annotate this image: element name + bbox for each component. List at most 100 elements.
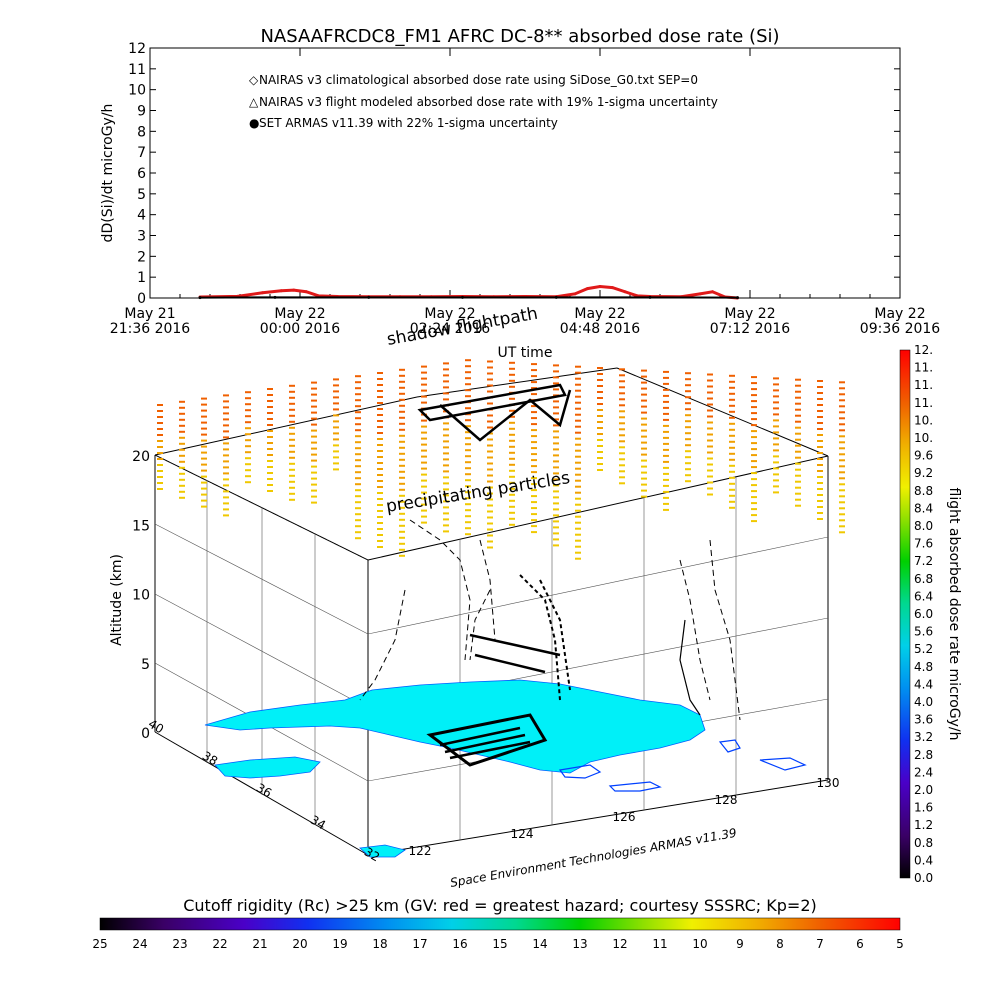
legend-label-flight-modeled: NAIRAS v3 flight modeled absorbed dose r… <box>259 95 718 109</box>
cutoff-rigidity-colorbar-tick: 13 <box>572 937 587 951</box>
longitude-ticks: 122 124 126 128 130 <box>409 776 840 858</box>
x-tick-label-time: 09:36 2016 <box>860 321 941 337</box>
dose-rate-colorbar-tick: 6.4 <box>914 589 933 603</box>
cutoff-rigidity-colorbar-tick: 23 <box>172 937 187 951</box>
longitude-tick-label: 124 <box>511 827 534 841</box>
dose-rate-colorbar-tick: 9.6 <box>914 449 933 463</box>
longitude-tick-label: 126 <box>613 810 636 824</box>
dose-rate-colorbar-tick: 3.6 <box>914 713 933 727</box>
cutoff-rigidity-colorbar-tick: 17 <box>412 937 427 951</box>
dose-rate-columns <box>157 359 845 560</box>
top-edge-left <box>154 396 418 456</box>
longitude-tick-label: 130 <box>817 776 840 790</box>
dose-rate-colorbar-tick: 12. <box>914 343 933 357</box>
latitude-tick-label: 40 <box>146 717 166 737</box>
top-series-group <box>198 285 739 300</box>
y-tick-label: 3 <box>137 229 146 245</box>
dose-rate-colorbar-label: flight absorbed dose rate microGy/h <box>946 488 962 741</box>
altitude-tick-label: 15 <box>132 518 150 534</box>
y-tick-label: 9 <box>137 104 146 120</box>
x-tick-label-date: May 22 <box>724 306 775 322</box>
altitude-tick-label: 10 <box>132 588 150 604</box>
cutoff-rigidity-colorbar-tick: 20 <box>292 937 307 951</box>
cutoff-rigidity-colorbar-tick: 8 <box>776 937 784 951</box>
dose-rate-colorbar-tick: 6.0 <box>914 607 933 621</box>
shadow-flightpath-track <box>417 383 567 422</box>
latitude-tick-label: 36 <box>254 781 274 801</box>
latitude-tick-label: 32 <box>362 845 382 865</box>
cutoff-rigidity-colorbar-tick: 19 <box>332 937 347 951</box>
dose-rate-colorbar-tick: 7.2 <box>914 554 933 568</box>
series-point <box>292 288 296 292</box>
dose-rate-colorbar-tick: 8.0 <box>914 519 933 533</box>
series-point <box>573 292 577 296</box>
y-tick-label: 5 <box>137 187 146 203</box>
cutoff-rigidity-label: Cutoff rigidity (Rc) >25 km (GV: red = g… <box>183 896 817 915</box>
dose-rate-colorbar-tick: 7.6 <box>914 537 933 551</box>
y-tick-label: 7 <box>137 145 146 161</box>
dose-rate-colorbar-tick: 4.4 <box>914 677 933 691</box>
dose-rate-colorbar-tick: 11. <box>914 378 933 392</box>
dose-rate-colorbar-tick: 5.6 <box>914 625 933 639</box>
3d-axes-frame <box>154 367 829 856</box>
annotation-precipitating-particles: precipitating particles <box>385 468 572 517</box>
y-tick-label: 4 <box>137 208 146 224</box>
top-edge-back <box>416 367 618 398</box>
dose-rate-colorbar-tick: 2.4 <box>914 765 933 779</box>
y-tick-label: 6 <box>137 166 146 182</box>
cutoff-rigidity-colorbar-tick: 14 <box>532 937 547 951</box>
cutoff-rigidity-colorbar <box>99 917 901 931</box>
x-tick-label-date: May 22 <box>574 306 625 322</box>
series-point <box>698 292 702 296</box>
latitude-tick-label: 38 <box>200 749 220 769</box>
cutoff-rigidity-colorbar-tick: 9 <box>736 937 744 951</box>
legend-label-armas: SET ARMAS v11.39 with 22% 1-sigma uncert… <box>259 116 558 130</box>
legend-symbol-flight-modeled: △ <box>249 95 259 109</box>
y-tick-label: 11 <box>128 62 146 78</box>
landmass-map <box>204 679 807 858</box>
cutoff-rigidity-colorbar-tick: 11 <box>652 937 667 951</box>
dose-rate-colorbar-tick: 6.8 <box>914 572 933 586</box>
cutoff-rigidity-colorbar-tick: 21 <box>252 937 267 951</box>
x-tick-label-date: May 22 <box>424 306 475 322</box>
series-point <box>198 296 202 300</box>
series-point <box>711 290 714 294</box>
y-tick-label: 8 <box>137 124 146 140</box>
cutoff-rigidity-colorbar-tick: 12 <box>612 937 627 951</box>
cutoff-rigidity-colorbar-tick: 25 <box>92 937 107 951</box>
legend-label-climatological: NAIRAS v3 climatological absorbed dose r… <box>259 73 698 87</box>
x-tick-label-time: 04:48 2016 <box>560 321 641 337</box>
series-point <box>554 295 558 299</box>
y-tick-label: 0 <box>137 291 146 307</box>
altitude-ticks: 0 5 10 15 20 <box>132 449 150 742</box>
legend-symbol-climatological: ◇ <box>249 73 259 87</box>
cutoff-rigidity-colorbar-tick: 7 <box>816 937 824 951</box>
series-point <box>623 290 627 294</box>
x-tick-label-date: May 22 <box>874 306 925 322</box>
cutoff-rigidity-colorbar-tick: 10 <box>692 937 707 951</box>
y-tick-label: 2 <box>137 249 146 265</box>
dose-rate-colorbar-tick: 8.4 <box>914 501 933 515</box>
latitude-tick-label: 34 <box>308 813 328 833</box>
longitude-tick-label: 128 <box>715 793 738 807</box>
side-top-edge <box>154 454 369 561</box>
x-tick-label-time: 00:00 2016 <box>260 321 341 337</box>
cutoff-rigidity-colorbar-tick: 6 <box>856 937 864 951</box>
series-point <box>273 295 277 299</box>
x-axis-label: UT time <box>498 345 553 361</box>
series-point <box>367 295 371 299</box>
cutoff-rigidity-colorbar-tick: 22 <box>212 937 227 951</box>
altitude-axis-label: Altitude (km) <box>109 554 125 646</box>
cutoff-rigidity-colorbar-tick: 24 <box>132 937 147 951</box>
altitude-tick-label: 0 <box>141 726 150 742</box>
dose-rate-colorbar-ticks: 0.0 0.4 0.8 1.2 1.6 2.0 2.4 2.8 3.2 3.6 4.0 4.4 4.8 5… <box>914 343 933 885</box>
x-tick-label-time: 07:12 2016 <box>710 321 791 337</box>
dose-rate-colorbar-tick: 8.8 <box>914 484 933 498</box>
dose-rate-colorbar-tick: 0.0 <box>914 871 933 885</box>
shadow-flightpath-loop <box>439 389 572 442</box>
y-tick-label: 10 <box>128 83 146 99</box>
dose-rate-colorbar-tick: 4.0 <box>914 695 933 709</box>
